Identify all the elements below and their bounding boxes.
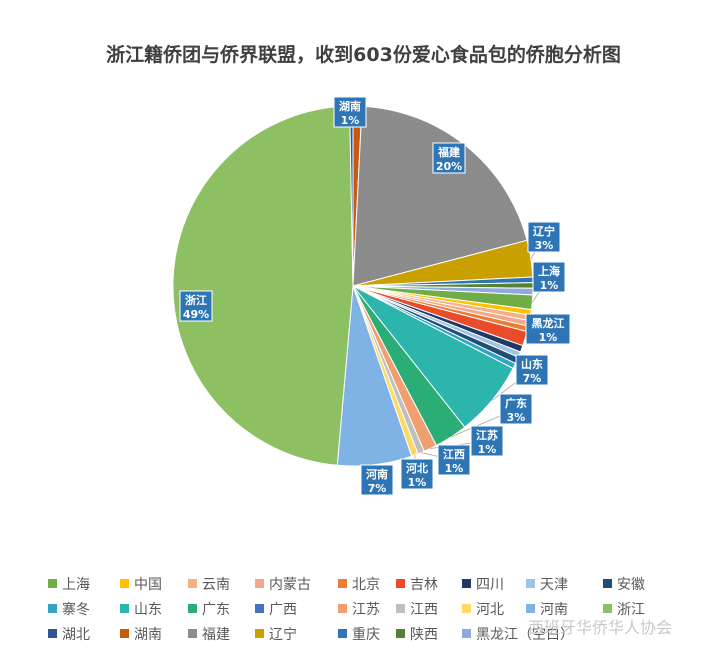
pie-slice-22 (172, 105, 354, 466)
legend-label-24: 黑龙江（空白） (476, 627, 574, 643)
legend-swatch-19 (120, 629, 129, 638)
legend-swatch-5 (396, 579, 405, 588)
legend-swatch-14 (396, 604, 405, 613)
data-label-pct-11: 1% (539, 331, 558, 344)
legend-swatch-8 (603, 579, 612, 588)
legend-swatch-16 (526, 604, 535, 613)
legend-label-11: 广东 (202, 602, 230, 618)
legend-label-13: 江苏 (352, 602, 380, 618)
data-label-box-1 (432, 142, 466, 174)
data-label-name-21: 河南 (366, 467, 388, 481)
legend-label-12: 广西 (269, 602, 297, 618)
legend-swatch-11 (188, 604, 197, 613)
legend-swatch-7 (526, 579, 535, 588)
legend-swatch-0 (48, 579, 57, 588)
data-label-box-11 (525, 313, 571, 345)
legend-swatch-1 (120, 579, 129, 588)
legend-swatch-6 (462, 579, 471, 588)
watermark-text: 西班牙华侨华人协会 (528, 618, 673, 637)
legend-label-1: 中国 (134, 577, 162, 593)
legend-label-6: 四川 (476, 577, 504, 593)
legend-swatch-17 (603, 604, 612, 613)
legend-label-5: 吉林 (410, 577, 438, 593)
data-label-box-6 (532, 261, 566, 293)
data-label-box-20 (400, 458, 434, 490)
legend-swatch-22 (338, 629, 347, 638)
data-label-pct-19: 1% (445, 462, 464, 475)
legend-label-17: 浙江 (617, 602, 645, 618)
data-label-pct-21: 7% (368, 482, 387, 495)
data-label-name-22: 浙江 (185, 293, 207, 307)
legend-label-22: 重庆 (352, 627, 380, 643)
legend-swatch-2 (188, 579, 197, 588)
legend-swatch-4 (338, 579, 347, 588)
data-label-box-2 (527, 221, 561, 253)
legend-swatch-24 (462, 629, 471, 638)
data-label-box-17 (499, 393, 533, 425)
legend-label-16: 河南 (540, 602, 568, 618)
legend-label-3: 内蒙古 (269, 577, 311, 593)
legend-label-2: 云南 (202, 577, 230, 593)
data-label-name-18: 江苏 (476, 428, 498, 442)
data-label-box-18 (470, 425, 504, 457)
legend-label-15: 河北 (476, 602, 504, 618)
data-label-pct-20: 1% (408, 476, 427, 489)
data-label-pct-16: 7% (523, 372, 542, 385)
data-label-pct-17: 3% (507, 411, 526, 424)
legend-label-23: 陕西 (410, 627, 438, 643)
legend-label-19: 湖南 (134, 627, 162, 643)
data-label-box-19 (437, 444, 471, 476)
legend-swatch-12 (255, 604, 264, 613)
data-label-name-20: 河北 (406, 461, 428, 475)
pie-slices (172, 105, 534, 467)
data-label-pct-6: 1% (540, 279, 559, 292)
legend-swatch-23 (396, 629, 405, 638)
legend-swatch-9 (48, 604, 57, 613)
data-label-name-2: 辽宁 (533, 224, 555, 238)
legend-label-8: 安徽 (617, 577, 645, 593)
data-label-name-11: 黑龙江 (532, 316, 565, 330)
legend-label-14: 江西 (410, 602, 438, 618)
legend-swatch-13 (338, 604, 347, 613)
data-label-box-21 (360, 464, 394, 496)
legend-label-7: 天津 (540, 577, 568, 593)
legend-label-10: 山东 (134, 602, 162, 618)
legend-swatch-15 (462, 604, 471, 613)
legend-label-21: 辽宁 (269, 626, 297, 643)
data-label-pct-22: 49% (183, 308, 209, 321)
legend-swatch-3 (255, 579, 264, 588)
data-label-box-0 (333, 96, 367, 128)
legend-swatch-10 (120, 604, 129, 613)
legend-swatch-21 (255, 629, 264, 638)
legend-label-18: 湖北 (62, 627, 90, 643)
legend-label-4: 北京 (352, 577, 380, 593)
data-label-box-22 (179, 290, 213, 322)
data-label-name-1: 福建 (437, 145, 461, 159)
data-label-name-19: 江西 (443, 447, 465, 461)
legend-label-20: 福建 (202, 627, 230, 643)
data-label-pct-18: 1% (478, 443, 497, 456)
data-label-pct-0: 1% (341, 114, 360, 127)
data-label-name-6: 上海 (538, 264, 560, 278)
data-label-name-17: 广东 (505, 396, 527, 410)
data-label-name-16: 山东 (521, 357, 543, 371)
data-label-box-16 (515, 354, 549, 386)
legend-swatch-18 (48, 629, 57, 638)
legend-swatch-20 (188, 629, 197, 638)
data-label-name-0: 湖南 (339, 99, 361, 113)
legend-label-0: 上海 (62, 577, 90, 593)
chart-title: 浙江籍侨团与侨界联盟，收到603份爱心食品包的侨胞分析图 (106, 44, 621, 66)
pie-data-labels: 湖南1%福建20%辽宁3%上海1%黑龙江1%山东7%广东3%江苏1%江西1%河北… (172, 96, 571, 496)
data-label-pct-1: 20% (436, 160, 462, 173)
data-label-pct-2: 3% (535, 239, 554, 252)
legend-label-9: 寨冬 (62, 601, 90, 618)
